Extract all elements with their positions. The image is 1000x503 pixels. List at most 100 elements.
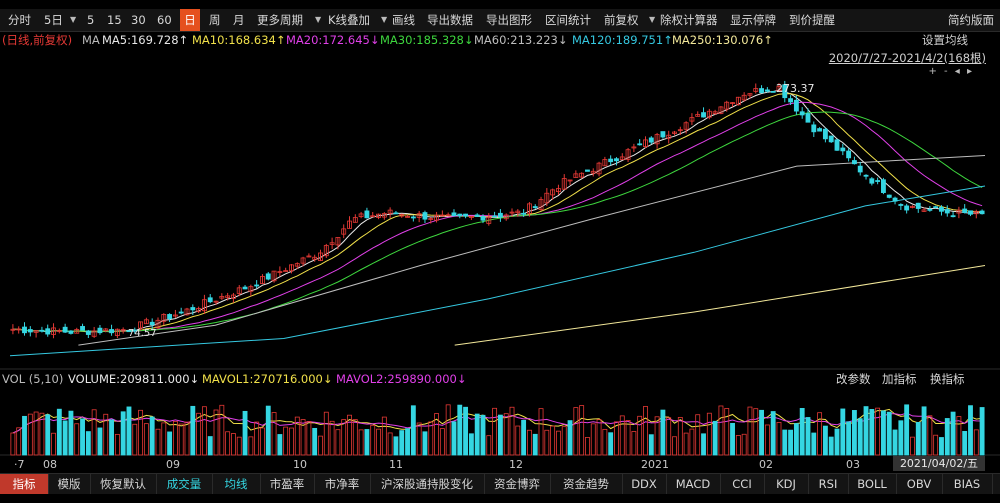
candle-body [532, 206, 538, 208]
candle-body [730, 102, 735, 105]
candle-body [590, 170, 596, 174]
candle-body [149, 321, 155, 326]
indicator-tab-14[interactable]: RSI [808, 474, 849, 494]
ma-line-ma5 [12, 89, 983, 333]
volume-bar [463, 406, 469, 456]
volume-bar [834, 428, 840, 456]
dropdown-arrow-icon[interactable]: ▼ [315, 15, 322, 24]
toolbar-item-22[interactable]: 到价提醒 [789, 13, 835, 27]
toolbar-item-16[interactable]: 导出图形 [486, 13, 532, 27]
mavol-line [12, 412, 983, 434]
volume-bar [614, 421, 619, 456]
indicator-tab-7[interactable]: 沪深股通持股变化 [370, 474, 485, 494]
indicator-tab-3[interactable]: 成交量 [156, 474, 213, 494]
candle-body [277, 271, 283, 273]
candle-body [80, 326, 85, 331]
indicator-tab-15[interactable]: BOLL [848, 474, 897, 494]
volume-bar [138, 409, 144, 456]
candle-body [219, 296, 225, 299]
candle-body [126, 330, 132, 333]
candle-body [793, 99, 799, 112]
indicator-tab-16[interactable]: OBV [896, 474, 943, 494]
indicator-tab-9[interactable]: 资金趋势 [550, 474, 623, 494]
volume-bar [260, 427, 265, 456]
zoom-pan-icons[interactable]: + - ◂ ▸ [928, 66, 974, 77]
indicator-tab-11[interactable]: MACD [666, 474, 721, 494]
toolbar-item-1[interactable]: 5日 [44, 13, 63, 27]
indicator-tab-0[interactable]: 指标 [0, 474, 49, 494]
candle-body [39, 329, 45, 332]
candle-body [822, 128, 828, 140]
toolbar-item-0[interactable]: 分时 [8, 13, 31, 27]
setting-ma-button[interactable]: 设置均线 [922, 33, 968, 47]
candle-body [648, 137, 654, 143]
indicator-tab-6[interactable]: 市净率 [314, 474, 371, 494]
candle-body [631, 146, 637, 149]
candle-body [979, 210, 985, 215]
candle-body [637, 143, 643, 146]
volume-bar [114, 433, 120, 456]
candle-body [526, 203, 532, 214]
toolbar-item-20[interactable]: 除权计算器 [660, 13, 718, 27]
candle-body [463, 213, 469, 217]
candle-body [579, 172, 585, 178]
toolbar-item-23[interactable]: 简约版面 [948, 13, 994, 27]
candle-body [811, 124, 817, 133]
candle-body [376, 213, 381, 218]
volume-bar [706, 412, 712, 456]
volume-bar [869, 409, 875, 456]
dropdown-arrow-icon[interactable]: ▼ [649, 15, 656, 24]
indicator-tab-12[interactable]: CCI [720, 474, 765, 494]
volume-bar [561, 426, 567, 456]
indicator-tab-8[interactable]: 资金博弈 [484, 474, 551, 494]
vol-button-0[interactable]: 改参数 [836, 372, 871, 386]
volume-bar [126, 406, 132, 456]
candle-body [556, 188, 561, 192]
volume-bar [410, 405, 416, 456]
x-axis-tick: 02 [759, 458, 773, 471]
indicator-tab-2[interactable]: 恢复默认 [90, 474, 157, 494]
indicator-tab-5[interactable]: 市盈率 [260, 474, 315, 494]
toolbar-item-21[interactable]: 显示停牌 [730, 13, 776, 27]
toolbar-item-18[interactable]: 前复权 [604, 13, 639, 27]
toolbar-item-14[interactable]: 画线 [392, 13, 415, 27]
date-range-label[interactable]: 2020/7/27-2021/4/2(168根) [828, 51, 986, 65]
volume-bar [921, 406, 927, 456]
vol-button-1[interactable]: 加指标 [882, 372, 917, 386]
toolbar-item-8[interactable]: 周 [209, 13, 221, 27]
ma-legend-item: MA20:172.645↓ [286, 33, 380, 47]
candle-body [329, 242, 335, 245]
volume-bar [80, 418, 85, 456]
dropdown-arrow-icon[interactable]: ▼ [70, 15, 77, 24]
toolbar-item-5[interactable]: 30 [131, 13, 146, 27]
toolbar-item-15[interactable]: 导出数据 [427, 13, 473, 27]
candle-body [474, 214, 480, 217]
toolbar-item-9[interactable]: 月 [233, 13, 245, 27]
volume-bar [248, 436, 254, 456]
indicator-tab-10[interactable]: DDX [622, 474, 667, 494]
candle-body [817, 128, 823, 132]
candle-body [428, 218, 434, 220]
dropdown-arrow-icon[interactable]: ▼ [381, 15, 388, 24]
toolbar-item-7[interactable]: 日 [180, 9, 200, 31]
x-axis-tick: 10 [293, 458, 307, 471]
volume-bar [300, 419, 306, 456]
vol-button-2[interactable]: 换指标 [930, 372, 965, 386]
indicator-tab-1[interactable]: 模版 [48, 474, 91, 494]
toolbar-item-17[interactable]: 区间统计 [545, 13, 591, 27]
volume-bar [770, 411, 776, 456]
toolbar-item-10[interactable]: 更多周期 [257, 13, 303, 27]
toolbar-item-12[interactable]: K线叠加 [328, 13, 371, 27]
candle-body [515, 210, 521, 214]
candle-body [672, 131, 677, 134]
indicator-tab-17[interactable]: BIAS [942, 474, 993, 494]
indicator-tab-4[interactable]: 均线 [212, 474, 261, 494]
volume-bar [393, 436, 399, 456]
toolbar-item-4[interactable]: 15 [107, 13, 122, 27]
toolbar-item-3[interactable]: 5 [87, 13, 95, 27]
candle-body [753, 88, 759, 92]
indicator-tab-13[interactable]: KDJ [764, 474, 809, 494]
volume-bar [811, 432, 817, 456]
toolbar-item-6[interactable]: 60 [157, 13, 172, 27]
